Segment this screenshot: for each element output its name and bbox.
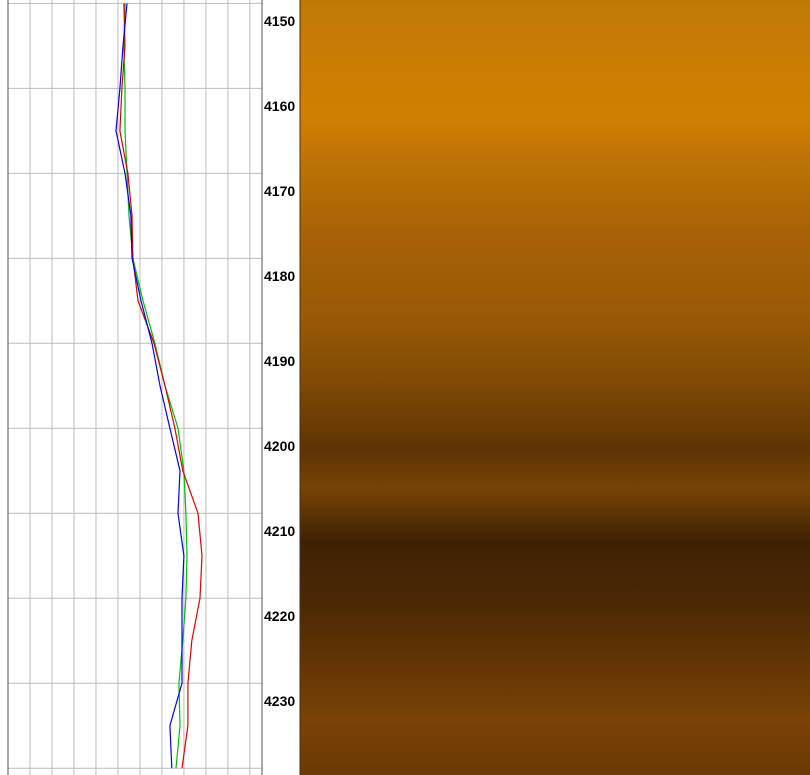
depth-label: 4180 bbox=[264, 268, 295, 284]
depth-label: 4210 bbox=[264, 523, 295, 539]
depth-label: 4150 bbox=[264, 13, 295, 29]
depth-label: 4230 bbox=[264, 693, 295, 709]
depth-labels: 4150416041704180419042004210422042304240 bbox=[264, 13, 295, 775]
borehole-image bbox=[300, 0, 810, 775]
depth-label: 4220 bbox=[264, 608, 295, 624]
depth-label: 4160 bbox=[264, 98, 295, 114]
curve-track bbox=[8, 0, 262, 775]
page: {"chart_data": { "type": "line", "orient… bbox=[0, 0, 810, 775]
depth-label: 4170 bbox=[264, 183, 295, 199]
depth-label: 4200 bbox=[264, 438, 295, 454]
well-log: 4150416041704180419042004210422042304240 bbox=[0, 0, 810, 775]
depth-label: 4190 bbox=[264, 353, 295, 369]
